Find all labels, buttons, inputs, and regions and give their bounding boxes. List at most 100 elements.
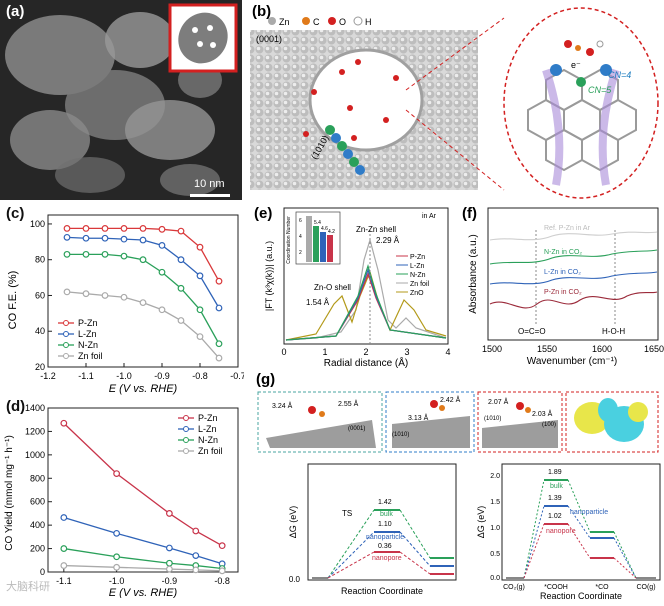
right-np-lbl: nanoparticle [570,509,608,516]
fe-point [158,225,166,233]
fe-point [215,277,223,285]
right-ytick-2: 1.0 [490,525,500,532]
exafs-legend-nzn: N-Zn [410,272,426,279]
yield-chart-frame [47,407,239,573]
ftir-chart-svg: (f) Absorbance (a.u.) 1500 1550 1600 165… [462,205,664,367]
struct-1-dist-a: 3.24 Å [272,401,293,410]
right-ylabel: ΔG (eV) [476,506,486,539]
fe-xtick-label: -0.7 [230,371,244,381]
inset-ytick-2: 2 [299,250,302,256]
panel-f-ftir: (f) Absorbance (a.u.) 1500 1550 1600 165… [452,200,664,368]
panel-d-label: (d) [6,398,26,415]
fe-ylabel: CO F.E. (%) [7,271,19,330]
panel-g-label: (g) [256,371,275,388]
inset-val-3: 4.2 [328,229,335,235]
left-np-val: 1.10 [378,521,392,528]
yield-xlabel: E (V vs. RHE) [109,587,178,598]
yield-point [60,419,68,427]
exafs-cond: in Ar [422,213,437,220]
yield-ytick-label: 200 [30,544,45,554]
exafs-xtick-3: 3 [404,347,409,357]
ftir-xtick-2: 1600 [592,344,612,354]
legend-c: C [313,17,320,27]
struct-3-facet-a: (1010) [484,416,501,422]
yield-ytick-label: 1400 [25,403,45,413]
exafs-trace-znfoil [285,237,447,341]
fe-point [82,225,90,232]
exafs-ylabel: |FT (k³χ(k))| (a.u.) [264,241,274,311]
ftir-ann-hoh: H-O-H [602,327,625,336]
exafs-legend-pzn: P-Zn [410,254,425,261]
zoom-circle [503,7,659,199]
panel-a-micrograph: (a) 10 nm [0,0,242,200]
yield-point [165,510,173,517]
fe-legend-marker [63,331,69,337]
right-ytick-4: 0.0 [490,575,500,582]
fe-point [82,250,90,258]
fe-point [215,304,223,312]
ftir-trace-nzn [489,249,658,265]
legend-zn: Zn [279,17,290,27]
right-xlabel: Reaction Coordinate [540,591,622,601]
ftir-xtick-3: 1650 [644,344,664,354]
fe-point [139,236,147,244]
scale-bar [190,194,230,197]
fe-legend-label: Zn foil [78,351,103,361]
exafs-legend-lzn: L-Zn [410,263,425,270]
yield-point [192,527,200,535]
inset-bar-znfoil [306,216,312,262]
inset-ytick-6: 6 [299,218,302,224]
ftir-frame [487,207,659,341]
fe-point [177,227,185,235]
fe-point [196,243,204,251]
right-xcat-2: *CO [595,584,609,591]
legend-o: O [339,17,346,27]
fe-point [215,340,223,348]
fe-point [63,250,71,258]
fe-point [196,306,204,314]
exafs-xtick-0: 0 [281,347,286,357]
ftir-xtick-0: 1500 [482,344,502,354]
right-xcat-1: *COOH [544,584,568,591]
fe-xtick-label: -1.2 [40,371,56,381]
right-ytick-3: 0.5 [490,551,500,558]
fe-legend-marker [63,353,69,359]
panel-d-yield-chart: (d) CO Yield (mmol mg⁻¹ h⁻¹) E (V vs. RH… [0,398,244,599]
yield-legend-label: N-Zn [198,435,218,445]
panel-e-label: (e) [254,205,272,222]
atomic-model-illustration: Zn C O H (0001) (1010) (b) [250,3,659,199]
yield-ytick-label: 0 [40,567,45,577]
yield-legend-marker [183,415,189,421]
fe-legend-marker [63,342,69,348]
exafs-xtick-1: 1 [322,347,327,357]
yield-point [60,545,68,552]
struct-1-facet: (0001) [348,426,365,432]
scale-bar-label: 10 nm [194,178,225,190]
yield-ytick-label: 1200 [25,426,45,436]
inset-bar-1 [313,226,319,262]
struct-3: 2.07 Å 2.03 Å (1010) (100) [477,391,563,453]
ann-154: 1.54 Å [306,298,330,307]
legend-c-dot [302,17,310,25]
yield-legend-marker [183,448,189,454]
ann-znzn-shell: Zn-Zn shell [356,225,396,234]
facet-0001: (0001) [256,34,282,44]
inset-bar-2 [320,232,326,262]
yield-point [60,562,68,569]
struct-2-facet: (1010) [392,432,409,438]
yield-point [113,553,121,561]
fe-point [158,242,166,249]
fe-point [158,268,166,276]
yield-point [192,566,200,574]
yield-xtick-label: -1.1 [56,576,72,586]
exafs-legend-znfoil: Zn foil [410,281,430,288]
ftir-label-ref: Ref. P-Zn in Ar [544,225,591,232]
fe-point [120,293,128,301]
fe-point [177,256,185,264]
right-pore-val: 1.02 [548,513,562,520]
panel-g-dft: (g) 3.24 Å 2.55 Å (0001) 2.42 Å 3.13 Å (… [252,368,664,601]
panel-f-label: (f) [462,205,477,222]
yield-ytick-label: 400 [30,520,45,530]
struct-1-dist-b: 2.55 Å [338,399,359,408]
inset-val-1: 5.4 [314,220,321,226]
